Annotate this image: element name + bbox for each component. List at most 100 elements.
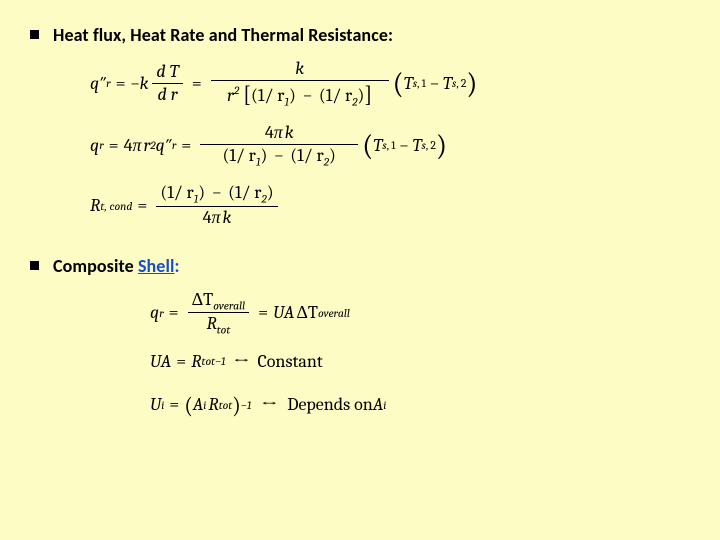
- eq-heat-rate: qr = 4πr2 q″r = 4πk (1/ r1) − (1/ r2) ( …: [90, 122, 690, 168]
- eq3: =: [109, 135, 119, 156]
- eq7: =: [258, 302, 268, 323]
- eq-qr-overall: qr = ΔToverall Rtot = UAΔToverall: [150, 289, 690, 337]
- cp5: ): [198, 182, 205, 203]
- arr2: ↔: [261, 394, 277, 415]
- b2-link[interactable]: Shell: [138, 255, 175, 277]
- pi2: π: [274, 122, 283, 143]
- num-k: k: [295, 58, 304, 79]
- lparen-big2: (: [362, 130, 373, 163]
- k2: k: [285, 122, 294, 143]
- subr3: r: [172, 138, 176, 152]
- bullet-1: Heat flux, Heat Rate and Thermal Resista…: [30, 24, 690, 46]
- qpp2: q″: [156, 135, 172, 156]
- tot1: tot: [217, 323, 231, 337]
- sym-eq2: =: [192, 73, 202, 94]
- R: R: [90, 195, 100, 216]
- Ts1b: T: [373, 135, 382, 156]
- A1: A: [193, 394, 203, 415]
- p1: (1/ r: [251, 85, 284, 106]
- sym-k: k: [140, 73, 149, 94]
- subr4: r: [159, 306, 163, 320]
- frac-overall: ΔToverall Rtot: [188, 289, 250, 337]
- min5: −: [212, 182, 221, 203]
- cp1: ): [289, 85, 296, 106]
- sup-2: 2: [234, 83, 239, 97]
- UA2: UA: [150, 351, 171, 372]
- bullet-1-label: Heat flux, Heat Rate and Thermal Resista…: [53, 24, 393, 46]
- p6: (1/ r: [228, 182, 261, 203]
- bullet-2-label: Composite Shell:: [53, 255, 180, 277]
- frac-big2: 4πk (1/ r1) − (1/ r2): [200, 122, 358, 168]
- eq4: =: [181, 135, 191, 156]
- cp3: ): [260, 145, 267, 166]
- dT2: ΔT: [296, 302, 318, 323]
- slide: Heat flux, Heat Rate and Thermal Resista…: [0, 0, 720, 540]
- eq-block-1: q″r = −k d T d r = k r2 [(1/ r1) − (1/ r…: [90, 58, 690, 229]
- eq6: =: [169, 302, 179, 323]
- n1: 1: [422, 76, 426, 90]
- ov1: overall: [213, 298, 245, 312]
- sym-eq: =: [116, 73, 126, 94]
- A2: A: [373, 394, 383, 415]
- i1: i: [161, 398, 164, 412]
- eq-UA: UA = Rtot−1 ↔ Constant: [150, 351, 690, 372]
- rbracket: ]: [364, 82, 372, 108]
- cp6: ): [267, 182, 274, 203]
- m1: −1: [215, 354, 225, 368]
- four1: 4: [124, 135, 133, 156]
- eq-heat-flux: q″r = −k d T d r = k r2 [(1/ r1) − (1/ r…: [90, 58, 690, 108]
- tot3: tot: [219, 398, 233, 412]
- frac-big3: (1/ r1) − (1/ r2) 4πk: [156, 182, 277, 228]
- min2: −: [430, 73, 439, 94]
- four2: 4: [265, 122, 274, 143]
- den-dr: d r: [158, 84, 178, 105]
- p4: (1/ r: [290, 145, 323, 166]
- sub-r2: r: [99, 138, 103, 152]
- Rtot2: R: [191, 351, 201, 372]
- i2: i: [203, 398, 206, 412]
- pi3: π: [212, 207, 221, 228]
- arr1: ↔: [234, 351, 250, 372]
- tcond: t, cond: [100, 199, 132, 213]
- m2: −1: [241, 398, 251, 412]
- den-r: r: [227, 85, 234, 106]
- const: Constant: [257, 351, 322, 372]
- dT1: ΔT: [192, 289, 214, 310]
- tot2: tot: [202, 354, 216, 368]
- ov2: overall: [318, 306, 350, 320]
- num-dT: d T: [156, 61, 178, 82]
- k3: k: [223, 207, 232, 228]
- Rtot3: R: [208, 394, 218, 415]
- rparen-big: ): [466, 68, 477, 101]
- frac-big1: k r2 [(1/ r1) − (1/ r2)]: [211, 58, 389, 108]
- sym-minus: −: [131, 73, 140, 94]
- Ts1: T: [404, 73, 413, 94]
- lp: (: [184, 393, 193, 419]
- eq-Ui: Ui = ( Ai Rtot )−1 ↔ Depends on Ai: [150, 392, 690, 418]
- square-bullet-icon-2: [30, 261, 39, 270]
- lbracket: [: [243, 82, 251, 108]
- eq-block-2: qr = ΔToverall Rtot = UAΔToverall UA = R…: [150, 289, 690, 418]
- b2-prefix: Composite: [53, 255, 138, 277]
- lparen-big: (: [393, 68, 404, 101]
- frac-dTdr: d T d r: [152, 61, 182, 105]
- Rtot1: R: [206, 313, 216, 334]
- sym-q: q: [90, 135, 99, 156]
- sub-r: r: [106, 76, 110, 90]
- Ts2b: T: [412, 135, 421, 156]
- p5: (1/ r: [160, 182, 193, 203]
- rparen-big2: ): [436, 130, 447, 163]
- eq5: =: [137, 195, 147, 216]
- eq9: =: [169, 394, 179, 415]
- q2: q: [150, 302, 159, 323]
- min4: −: [399, 135, 408, 156]
- square-bullet-icon: [30, 30, 39, 39]
- p2: (1/ r: [319, 85, 352, 106]
- Ts2: T: [443, 73, 452, 94]
- U: U: [150, 394, 161, 415]
- four3: 4: [203, 207, 212, 228]
- n3: 1: [391, 138, 395, 152]
- dep: Depends on: [287, 394, 373, 415]
- pi1: π: [132, 135, 141, 156]
- b2-suffix: :: [175, 255, 180, 277]
